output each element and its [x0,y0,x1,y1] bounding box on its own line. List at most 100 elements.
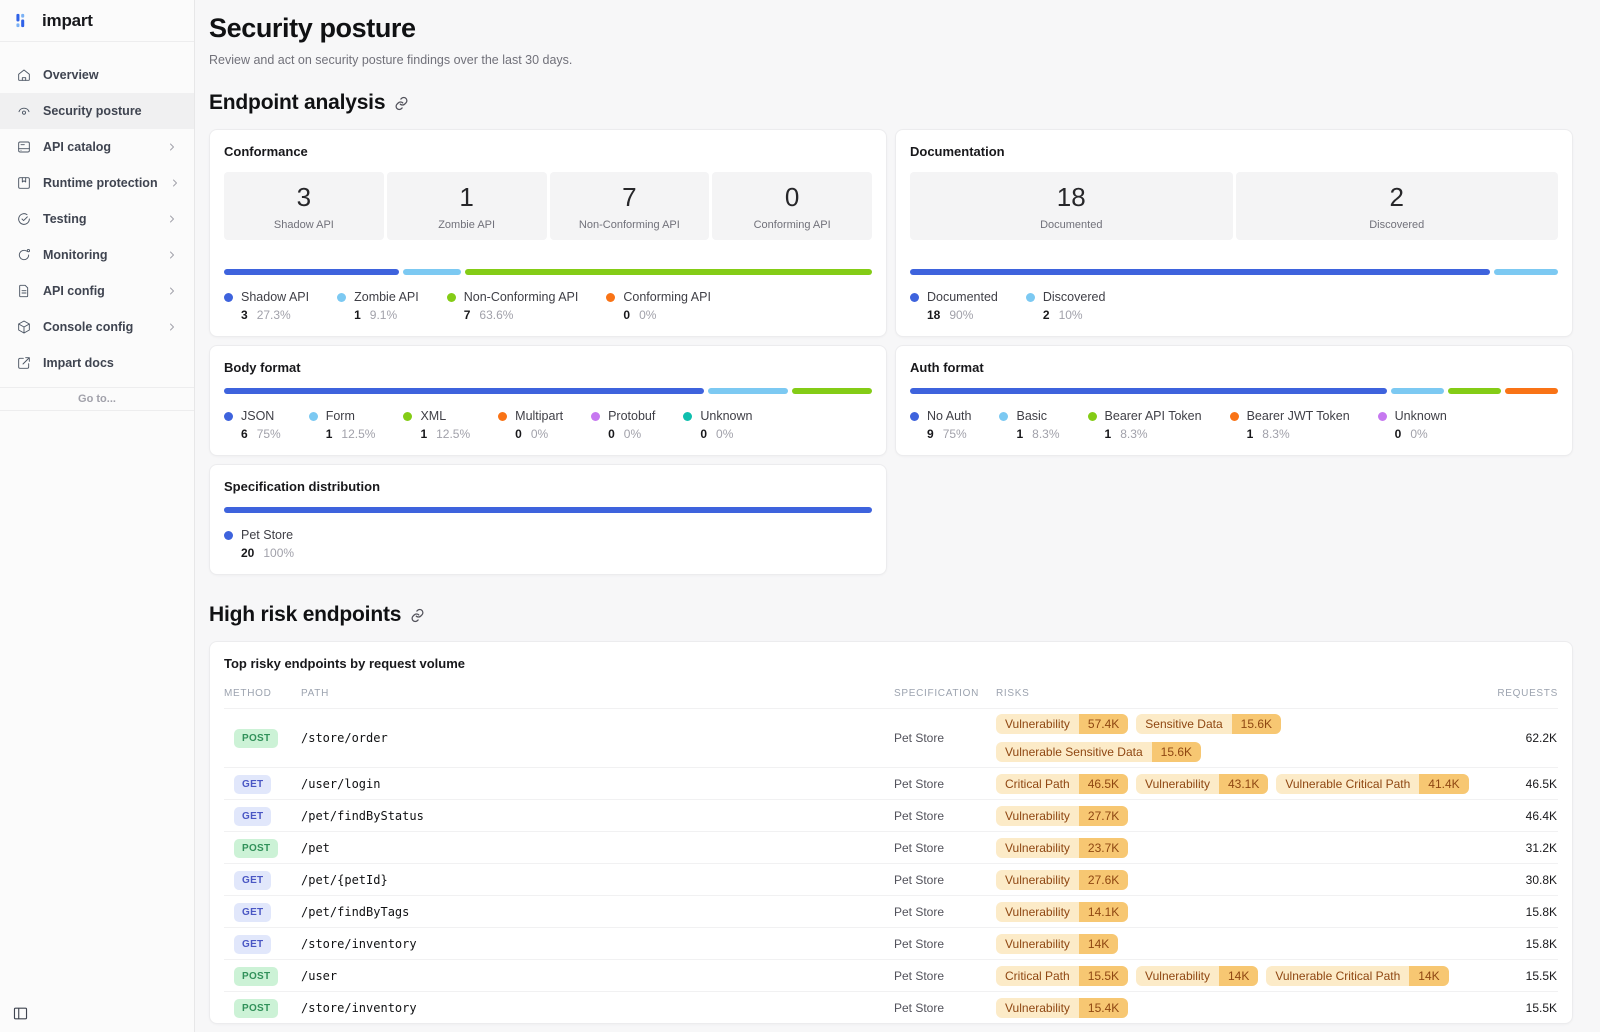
table-row[interactable]: GET/pet/findByStatus Pet Store Vulnerabili… [224,799,1558,831]
sidebar-item-runtime-protection[interactable]: Runtime protection [0,165,194,201]
legend-label: No Auth [927,409,972,423]
table-row[interactable]: GET/store/inventory Pet Store Vulnerabilit… [224,927,1558,959]
high-risk-link-icon[interactable] [410,608,425,623]
bar-segment-zombie-api [402,269,461,275]
security-posture-icon [16,103,32,119]
method-badge: POST [234,966,279,986]
stacked-bar [910,269,1558,275]
card-title: Conformance [224,144,308,159]
sidebar-item-overview[interactable]: Overview [0,57,194,93]
chevron-right-icon [166,285,178,297]
risk-label: Vulnerability [996,997,1079,1018]
bar-segment-form [708,388,788,394]
risk-label: Vulnerability [996,869,1079,890]
legend-item: Zombie API 1 9.1% [337,290,419,322]
legend-percent: 75% [256,427,281,441]
risk-value: 23.7K [1078,837,1129,858]
requests-cell: 30.8K [1525,872,1557,887]
risk-label: Vulnerability [1136,773,1219,794]
card-documentation: Documentation 18 Documented 2 Discovered Docu… [895,129,1573,337]
risk-table: Method Path Specification Risks Requests POST… [224,686,1558,1023]
specification-cell: Pet Store [894,840,945,855]
path-cell: /store/order [301,731,388,745]
table-row[interactable]: POST/store/inventory Pet Store Vulnerabili… [224,991,1558,1023]
card-title: Documentation [910,144,1005,159]
legend-label: Unknown [700,409,753,423]
risk-value: 43.1K [1218,773,1269,794]
legend-percent: 0% [716,427,734,441]
method-cell: POST [224,728,301,748]
stat-value: 2 [1389,181,1404,212]
legend-item: JSON 6 75% [224,409,281,441]
risk-badge-vulnerable-sensitive-data: Vulnerable Sensitive Data 15.6K [996,742,1201,762]
sidebar-item-api-catalog[interactable]: API catalog [0,129,194,165]
legend-item: Documented 18 90% [910,290,998,322]
table-row[interactable]: GET/user/login Pet Store Critical Path 46.5… [224,767,1558,799]
sidebar-item-security-posture[interactable]: Security posture [0,93,194,129]
risk-label: Vulnerable Critical Path [1276,773,1420,794]
legend-percent: 8.3% [1120,427,1148,441]
legend-values: 0 0% [515,427,563,441]
sidebar-collapse-button[interactable] [12,1005,29,1022]
goto-button[interactable]: Go to... [0,387,194,411]
sidebar-item-impart-docs[interactable]: Impart docs [0,345,194,381]
risk-badge-vulnerability: Vulnerability 57.4K [996,714,1129,734]
legend-count: 9 [927,427,934,441]
sidebar-item-api-config[interactable]: API config [0,273,194,309]
testing-icon [16,211,32,227]
table-row[interactable]: GET/pet/{petId} Pet Store Vulnerability 27.… [224,863,1558,895]
legend-percent: 9.1% [369,308,398,322]
legend-dot [1377,411,1387,421]
stat-tile: 2 Discovered [1235,172,1558,240]
legend-item-top: Shadow API [224,290,309,304]
path-cell: /user [301,968,338,983]
sidebar-item-testing[interactable]: Testing [0,201,194,237]
method-cell: GET [224,806,301,826]
legend-values: 2 10% [1043,308,1106,322]
legend-values: 7 63.6% [464,308,579,322]
table-row[interactable]: GET/pet/findByTags Pet Store Vulnerability… [224,895,1558,927]
legend-dot [1229,411,1239,421]
chevron-right-icon [169,177,181,189]
app-logo: impart [0,0,194,42]
legend-count: 1 [420,427,428,441]
sidebar-item-monitoring[interactable]: Monitoring [0,237,194,273]
legend-values: 0 0% [1395,427,1447,441]
stat-value: 3 [296,181,312,212]
legend-dot [224,530,233,540]
legend-count: 1 [325,427,333,441]
legend-count: 2 [1042,308,1050,322]
method-badge: GET [234,870,272,890]
bar-segment-discovered [1493,269,1558,275]
legend-item-top: Non-Conforming API [446,290,578,304]
legend-item: Conforming API 0 0% [606,290,711,322]
legend-percent: 0% [639,308,657,322]
specification-cell: Pet Store [894,872,945,887]
sidebar-item-console-config[interactable]: Console config [0,309,194,345]
legend-count: 1 [1246,427,1254,441]
stat-label: Conforming API [753,218,831,231]
legend-count: 1 [1104,427,1112,441]
legend-count: 0 [700,427,708,441]
legend-item-top: Unknown [683,409,752,423]
legend-percent: 90% [949,308,974,322]
legend-percent: 8.3% [1262,427,1290,441]
legend-label: Basic [1016,409,1048,423]
legend-item-top: Zombie API [337,290,419,304]
requests-cell: 46.4K [1525,808,1557,823]
legend-count: 0 [608,427,615,441]
stat-value: 0 [784,181,800,212]
table-row[interactable]: POST/user Pet Store Critical Path 15.5K Vuln… [224,959,1558,991]
stats-row: 3 Shadow API 1 Zombie API 7 Non-Conforming AP… [224,172,872,240]
legend-item-top: Documented [910,290,998,304]
legend-item-top: Protobuf [591,409,655,423]
external-link-icon [16,355,32,371]
table-row[interactable]: POST/pet Pet Store Vulnerability 23.7K 31.2K [224,831,1558,863]
endpoint-analysis-link-icon[interactable] [394,96,409,111]
app-logo-text: impart [42,10,93,30]
table-row[interactable]: POST/store/order Pet Store Vulnerability 57… [224,708,1558,767]
card-auth-format: Auth format No Auth 9 75% Basic 1 8.3% Bearer A… [895,345,1573,456]
stat-tile: 0 Conforming API [712,172,872,240]
risk-label: Vulnerability [996,714,1079,734]
stacked-bar [910,388,1559,394]
